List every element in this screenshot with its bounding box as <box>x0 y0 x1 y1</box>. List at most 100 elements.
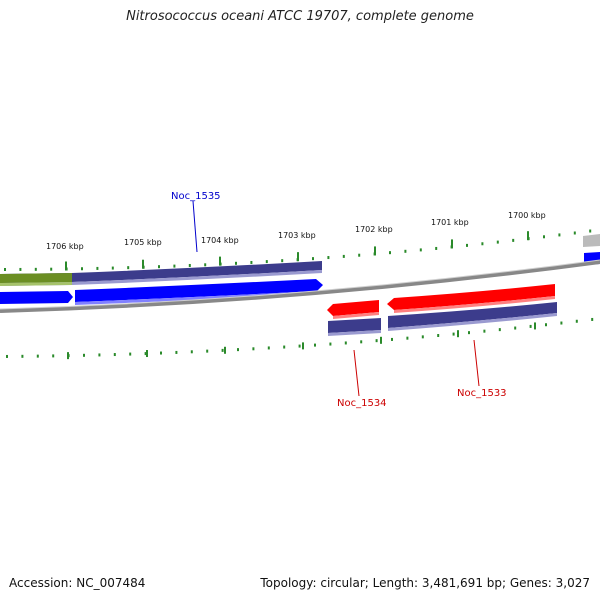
cds-track-noc1533-shade <box>388 313 557 331</box>
scale-minor-tick <box>512 238 515 242</box>
scale-minor-tick <box>175 350 178 354</box>
scale-minor-tick <box>435 246 438 250</box>
scale-minor-tick <box>36 354 39 358</box>
scale-minor-tick <box>129 352 132 356</box>
genome-backbone <box>0 260 600 313</box>
scale-minor-tick <box>237 348 239 352</box>
scale-minor-tick <box>158 265 160 269</box>
scale-minor-tick <box>81 267 83 271</box>
scale-minor-tick <box>342 254 345 258</box>
reverse-gene-noc1534[interactable] <box>327 300 379 316</box>
scale-minor-tick <box>543 235 545 239</box>
gene-label-noc1533[interactable]: Noc_1533 <box>457 388 507 399</box>
scale-minor-tick <box>558 233 561 237</box>
scale-minor-tick <box>127 266 130 270</box>
cds-track-top[interactable] <box>0 261 322 283</box>
scale-minor-tick <box>391 337 393 341</box>
scale-minor-tick <box>190 350 193 354</box>
scale-minor-tick <box>468 331 470 335</box>
genome-summary: Topology: circular; Length: 3,481,691 bp… <box>260 576 590 590</box>
scale-major-tick <box>302 342 304 350</box>
scale-minor-tick <box>496 240 499 244</box>
leader-line-noc1535 <box>192 200 198 253</box>
scale-major-tick <box>380 336 382 344</box>
scale-minor-tick <box>360 340 363 344</box>
scale-minor-tick <box>529 324 532 328</box>
tick-label-1700: 1700 kbp <box>508 211 546 220</box>
scale-major-tick <box>67 352 69 360</box>
scale-major-tick <box>534 322 536 330</box>
scale-minor-tick <box>575 319 578 323</box>
scale-minor-tick <box>437 333 440 337</box>
scale-minor-tick <box>96 266 99 270</box>
forward-gene-noc1535[interactable] <box>75 279 323 302</box>
map-title: Nitrosococcus oceani ATCC 19707, complet… <box>126 9 474 24</box>
scale-minor-tick <box>314 343 316 347</box>
scale-minor-tick <box>389 251 391 255</box>
scale-minor-tick <box>591 317 594 321</box>
scale-minor-tick <box>267 346 270 350</box>
scale-major-tick <box>297 252 299 262</box>
scale-minor-tick <box>83 353 85 357</box>
scale-minor-tick <box>113 353 116 357</box>
scale-minor-tick <box>283 345 286 349</box>
scale-minor-tick <box>298 344 301 348</box>
scale-minor-tick <box>204 263 207 267</box>
tick-label-1705: 1705 kbp <box>124 238 162 247</box>
scale-minor-tick <box>34 267 37 271</box>
accession-label: Accession: NC_007484 <box>9 576 146 590</box>
gene-label-noc1535[interactable]: Noc_1535 <box>171 191 221 202</box>
inner-tick-row <box>6 317 594 360</box>
scale-minor-tick <box>111 266 114 270</box>
scale-major-tick <box>219 256 221 266</box>
scale-minor-tick <box>452 332 455 336</box>
scale-minor-tick <box>19 267 22 271</box>
scale-major-tick <box>451 239 453 249</box>
leader-line-noc1533 <box>473 339 480 387</box>
scale-minor-tick <box>160 351 162 355</box>
scale-minor-tick <box>375 339 378 343</box>
gene-label-noc1534[interactable]: Noc_1534 <box>337 398 387 409</box>
scale-minor-tick <box>466 243 468 247</box>
scale-minor-tick <box>498 328 501 332</box>
scale-minor-tick <box>404 249 407 253</box>
scale-major-tick <box>457 330 459 338</box>
scale-minor-tick <box>560 321 563 325</box>
forward-gene-left[interactable] <box>0 291 73 304</box>
tick-label-1702: 1702 kbp <box>355 225 393 234</box>
green-feature[interactable] <box>0 273 72 283</box>
gray-feature-right[interactable] <box>583 234 600 247</box>
scale-major-tick <box>65 261 67 271</box>
scale-minor-tick <box>221 348 224 352</box>
reverse-gene-noc1533[interactable] <box>387 284 555 310</box>
tick-label-1701: 1701 kbp <box>431 218 469 227</box>
tick-label-1703: 1703 kbp <box>278 231 316 240</box>
scale-minor-tick <box>481 242 484 246</box>
cds-track-noc1533[interactable] <box>388 302 557 328</box>
scale-minor-tick <box>21 354 24 358</box>
scale-minor-tick <box>144 352 147 356</box>
tick-label-1704: 1704 kbp <box>201 236 239 245</box>
scale-minor-tick <box>483 329 486 333</box>
scale-minor-tick <box>327 256 330 260</box>
scale-minor-tick <box>4 267 6 271</box>
scale-minor-tick <box>6 354 8 358</box>
scale-minor-tick <box>173 264 176 268</box>
cds-track-noc1534-shade <box>328 330 381 336</box>
green-feature-shade <box>0 282 72 286</box>
cds-track-noc1534[interactable] <box>328 318 381 333</box>
scale-minor-tick <box>312 257 314 261</box>
scale-minor-tick <box>281 259 284 263</box>
genome-backbone-highlight <box>0 259 600 310</box>
scale-minor-tick <box>235 261 237 265</box>
scale-major-tick <box>374 246 376 256</box>
tick-label-1706: 1706 kbp <box>46 242 84 251</box>
scale-minor-tick <box>98 353 101 357</box>
scale-minor-tick <box>421 335 424 339</box>
reverse-gene-noc1533-shade <box>394 296 555 313</box>
scale-minor-tick <box>206 349 209 353</box>
forward-gene-noc1535-shade <box>75 291 317 305</box>
scale-major-tick <box>527 231 529 241</box>
